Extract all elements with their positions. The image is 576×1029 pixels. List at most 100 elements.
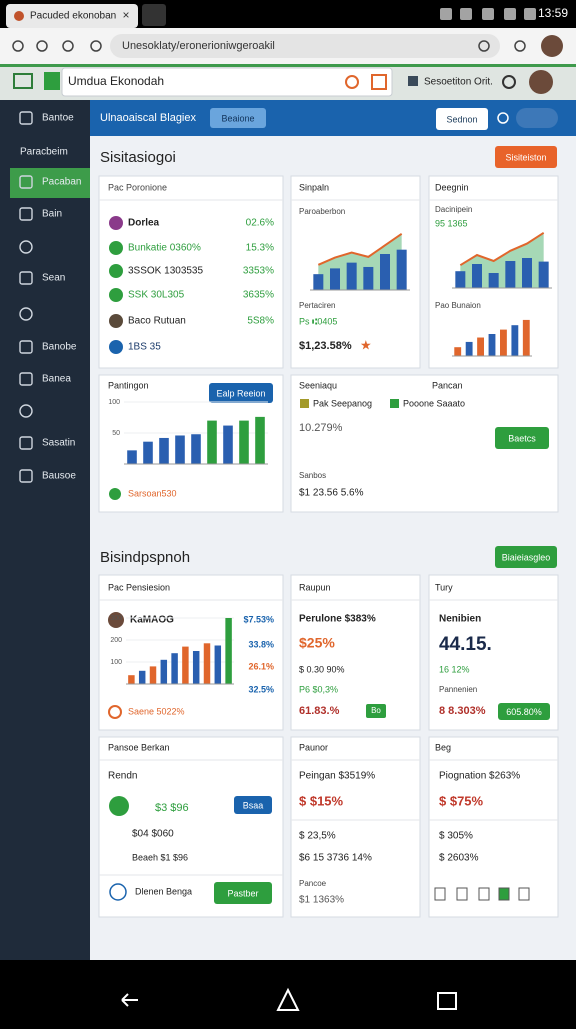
user-icon xyxy=(408,76,418,86)
card-title: Tury xyxy=(435,582,453,592)
row-value: 15.3% xyxy=(246,243,274,254)
button-label[interactable]: Pastber xyxy=(227,888,258,898)
label: 1BS 35 xyxy=(128,342,161,353)
url[interactable]: Unesoklaty/eronerioniwgeroakil xyxy=(122,40,275,52)
bar xyxy=(127,450,137,464)
toolbar-icon[interactable] xyxy=(90,40,102,52)
bar xyxy=(488,273,499,288)
sidebar-item[interactable]: Sean xyxy=(42,273,65,284)
icon-button[interactable] xyxy=(498,887,510,901)
search-icon[interactable] xyxy=(345,75,359,89)
back-button[interactable] xyxy=(121,993,138,1007)
button-label[interactable]: 605.80% xyxy=(506,707,542,717)
tab[interactable] xyxy=(210,108,266,128)
button-label[interactable]: Ealp Reeion xyxy=(216,388,265,398)
button[interactable] xyxy=(498,703,550,720)
y-tick-label: 100 xyxy=(108,399,120,406)
label: $ $75% xyxy=(439,793,484,808)
bar xyxy=(313,274,324,290)
sidebar-item[interactable]: Banobe xyxy=(42,342,77,353)
bar xyxy=(505,261,516,288)
button-label[interactable]: Biaieiasgleo xyxy=(502,552,551,562)
toolbar-icon[interactable] xyxy=(514,40,526,52)
row-value: 3353% xyxy=(243,266,274,277)
toolbar-icon[interactable] xyxy=(12,40,24,52)
bar xyxy=(214,645,222,684)
row-icon xyxy=(109,216,123,230)
row-icon xyxy=(109,340,123,354)
sidebar-icon xyxy=(19,372,33,386)
bar xyxy=(396,249,407,290)
bar xyxy=(472,264,482,288)
status-icon xyxy=(524,8,536,20)
button[interactable] xyxy=(209,383,273,403)
logo: Umdua Ekonodah xyxy=(68,74,164,88)
recents-button[interactable] xyxy=(437,992,457,1010)
bar xyxy=(171,653,178,684)
bar xyxy=(538,261,549,288)
label: Piognation $263% xyxy=(439,771,520,782)
sidebar-item[interactable]: Bausoe xyxy=(42,471,76,482)
button-label[interactable]: Beaione xyxy=(221,113,254,123)
button[interactable] xyxy=(495,146,557,168)
bar xyxy=(149,666,157,684)
icon-button[interactable] xyxy=(456,887,468,901)
button[interactable] xyxy=(234,796,272,814)
button-label[interactable]: Bsaa xyxy=(243,800,264,810)
search-box[interactable] xyxy=(61,67,393,97)
toolbar-icon[interactable] xyxy=(36,40,48,52)
label: 61.83.% xyxy=(299,705,340,717)
label: $ 0.30 90% xyxy=(299,664,345,674)
address-bar[interactable] xyxy=(110,34,500,58)
icon-button[interactable] xyxy=(478,887,490,901)
card-title: Raupun xyxy=(299,582,331,592)
home-button[interactable] xyxy=(276,987,300,1011)
sidebar-item[interactable]: Bain xyxy=(42,209,62,220)
label: $ 23,5% xyxy=(299,831,336,842)
status-icon xyxy=(440,8,452,20)
bar xyxy=(500,329,507,356)
avatar xyxy=(108,612,124,628)
bar xyxy=(511,325,519,356)
button[interactable] xyxy=(495,546,557,568)
icon-button[interactable] xyxy=(434,887,446,901)
favicon xyxy=(14,11,24,21)
row-value: 3635% xyxy=(243,290,274,301)
sidebar-item[interactable]: Bantoe xyxy=(42,113,74,124)
button[interactable] xyxy=(214,882,272,904)
footer-icon xyxy=(108,705,122,719)
bar xyxy=(160,659,168,684)
sidebar-item[interactable]: Pacaban xyxy=(42,177,81,188)
section-title: Bisindpspnoh xyxy=(100,549,190,566)
browser-tab xyxy=(6,4,138,28)
sidebar-item[interactable]: Paracbeim xyxy=(20,147,68,158)
button-label[interactable]: Baetcs xyxy=(508,433,536,443)
card-title: Beg xyxy=(435,742,451,752)
label: 3SSOK 1303535 xyxy=(128,266,203,277)
sidebar-icon xyxy=(19,404,33,418)
icon-button[interactable] xyxy=(518,887,530,901)
avatar xyxy=(529,70,553,94)
bar xyxy=(138,670,146,684)
label: Peingan $3519% xyxy=(299,771,375,782)
button[interactable] xyxy=(495,427,549,449)
sidebar-item[interactable]: Banea xyxy=(42,374,71,385)
toolbar-icon[interactable] xyxy=(478,40,490,52)
toolbar-icon[interactable] xyxy=(62,40,74,52)
button-label[interactable]: Sednon xyxy=(446,114,477,124)
card-title: Paunor xyxy=(299,742,328,752)
sidebar-icon xyxy=(19,207,33,221)
label: Dacinipein xyxy=(435,205,472,214)
settings-icon[interactable] xyxy=(502,75,516,89)
button-label[interactable]: Sisiteiston xyxy=(505,152,546,162)
button[interactable] xyxy=(436,108,488,130)
card-title: Pac Pensiesion xyxy=(108,582,170,592)
sidebar-item[interactable]: Sasatin xyxy=(42,438,75,449)
metric: 10.279% xyxy=(299,422,343,434)
bar xyxy=(380,254,390,290)
bar xyxy=(465,341,473,356)
clock: 13:59 xyxy=(538,6,568,20)
label: $ 2603% xyxy=(439,853,479,864)
row-value: 02.6% xyxy=(246,218,274,229)
